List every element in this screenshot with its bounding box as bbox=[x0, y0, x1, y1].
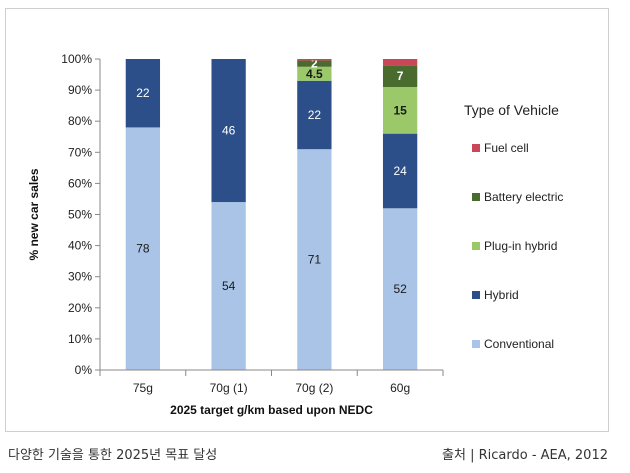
legend-entry-label: Battery electric bbox=[484, 190, 563, 204]
y-axis-title: % new car sales bbox=[27, 168, 41, 260]
data-label: 2 bbox=[311, 57, 318, 71]
data-label: 46 bbox=[222, 124, 236, 138]
y-tick-label: 100% bbox=[61, 52, 92, 66]
bar-segment bbox=[297, 80, 332, 150]
bar-segment bbox=[382, 65, 418, 87]
bar-segment bbox=[211, 59, 246, 203]
y-tick-label: 0% bbox=[75, 363, 93, 377]
bars: 78 22 54 46 71 22 4.52 52 24 15 7 bbox=[125, 57, 418, 370]
data-label: 7 bbox=[397, 69, 404, 83]
data-label: 22 bbox=[308, 108, 322, 122]
y-tick-label: 20% bbox=[68, 301, 92, 315]
source-credit: 출처 | Ricardo - AEA, 2012 bbox=[442, 448, 608, 463]
bar-segment bbox=[125, 59, 161, 128]
legend-entry-label: Fuel cell bbox=[484, 141, 529, 155]
x-tick-label: 60g bbox=[390, 381, 410, 395]
legend-entry-label: Plug-in hybrid bbox=[484, 239, 557, 253]
y-tick-label: 90% bbox=[68, 83, 92, 97]
legend-swatch bbox=[472, 144, 480, 152]
data-label: 22 bbox=[136, 86, 150, 100]
stacked-bar-chart: 0% 10% 20% 30% 40% 50% 60% 70% 80% 90% 100% 78 22 54… bbox=[27, 52, 563, 417]
bar-segment bbox=[125, 127, 161, 370]
figure-caption: 다양한 기술을 통한 2025년 목표 달성 bbox=[8, 448, 218, 463]
x-axis-title: 2025 target g/km based upon NEDC bbox=[170, 403, 373, 417]
data-label: 4.5 bbox=[306, 67, 323, 81]
x-tick-label: 70g (2) bbox=[295, 381, 333, 395]
x-tick-label: 75g bbox=[133, 381, 153, 395]
y-axis: 0% 10% 20% 30% 40% 50% 60% 70% 80% 90% 100% bbox=[61, 52, 101, 377]
y-tick-label: 50% bbox=[68, 208, 92, 222]
y-tick-label: 40% bbox=[68, 239, 92, 253]
data-label: 78 bbox=[136, 242, 150, 256]
y-tick-label: 60% bbox=[68, 176, 92, 190]
legend: Type of Vehicle Fuel cell Battery electri… bbox=[464, 102, 563, 351]
bar-segment bbox=[297, 149, 332, 370]
legend-entry-label: Hybrid bbox=[484, 288, 519, 302]
data-label: 52 bbox=[393, 282, 407, 296]
bar-segment bbox=[297, 66, 332, 81]
legend-swatch bbox=[472, 193, 480, 201]
bar-segment bbox=[382, 59, 418, 66]
legend-entry-label: Conventional bbox=[484, 337, 554, 351]
y-tick-label: 80% bbox=[68, 114, 92, 128]
bar-segment bbox=[382, 208, 418, 370]
chart-frame: 0% 10% 20% 30% 40% 50% 60% 70% 80% 90% 100% 78 22 54… bbox=[5, 8, 609, 432]
legend-swatch bbox=[472, 242, 480, 250]
bar-segment bbox=[211, 202, 246, 370]
x-tick-label: 70g (1) bbox=[210, 381, 248, 395]
bar-segment bbox=[297, 60, 332, 67]
legend-swatch bbox=[472, 291, 480, 299]
legend-title: Type of Vehicle bbox=[464, 102, 559, 118]
bar-segment bbox=[382, 133, 418, 209]
legend-swatch bbox=[472, 340, 480, 348]
data-label: 54 bbox=[222, 279, 236, 293]
bar-segment bbox=[297, 59, 332, 61]
x-axis: 75g 70g (1) 70g (2) 60g bbox=[99, 369, 444, 395]
data-label: 15 bbox=[393, 103, 407, 117]
data-label: 24 bbox=[393, 164, 407, 178]
y-tick-label: 30% bbox=[68, 270, 92, 284]
bar-segment bbox=[382, 86, 418, 134]
data-label: 71 bbox=[308, 253, 322, 267]
y-tick-label: 10% bbox=[68, 332, 92, 346]
y-tick-label: 70% bbox=[68, 145, 92, 159]
